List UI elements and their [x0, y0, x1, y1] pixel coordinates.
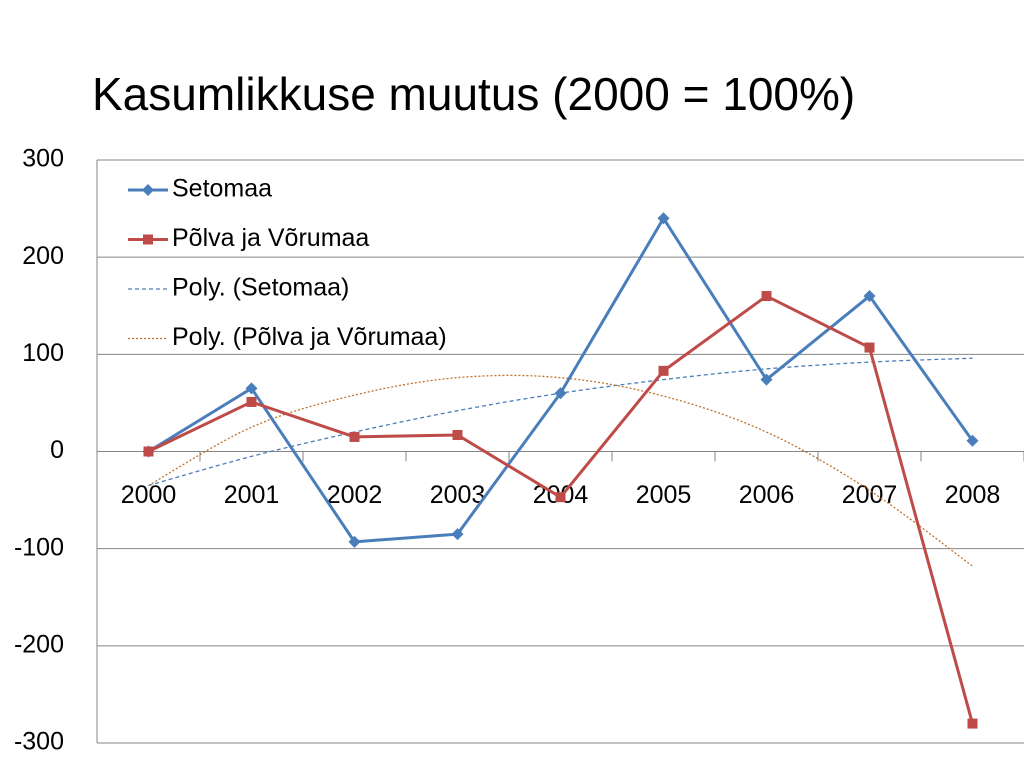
- legend-label: Põlva ja Võrumaa: [172, 224, 369, 252]
- y-tick-label: -100: [14, 533, 64, 561]
- y-tick-label: 200: [22, 242, 64, 270]
- data-point: [245, 382, 258, 395]
- legend-marker: [143, 234, 153, 245]
- y-tick-label: -200: [14, 630, 64, 658]
- y-tick-label: 0: [50, 436, 64, 464]
- x-tick-label: 2002: [327, 481, 383, 509]
- x-tick-label: 2000: [121, 481, 177, 509]
- data-point: [864, 342, 875, 353]
- x-tick-label: 2006: [739, 481, 795, 509]
- data-point: [658, 365, 669, 376]
- data-point: [967, 718, 978, 729]
- data-point: [349, 431, 360, 442]
- legend-label: Poly. (Põlva ja Võrumaa): [172, 323, 447, 351]
- data-point: [452, 429, 463, 440]
- data-point: [348, 535, 361, 548]
- x-tick-label: 2003: [430, 481, 486, 509]
- x-tick-label: 2008: [945, 481, 1001, 509]
- series-line: [147, 294, 974, 724]
- data-point: [554, 387, 567, 400]
- data-point: [863, 290, 876, 303]
- y-tick-label: -300: [14, 728, 64, 756]
- series-line: [148, 357, 973, 487]
- y-tick-label: 100: [22, 339, 64, 367]
- y-tick-label: 300: [22, 145, 64, 173]
- x-tick-label: 2007: [842, 481, 898, 509]
- x-tick-label: 2001: [224, 481, 280, 509]
- data-point: [761, 291, 772, 302]
- x-tick-label: 2005: [636, 481, 692, 509]
- data-point: [451, 528, 464, 541]
- data-point: [555, 492, 566, 503]
- data-point: [760, 373, 773, 386]
- legend-marker: [142, 184, 154, 196]
- series-line: [148, 374, 973, 567]
- data-point: [143, 446, 154, 457]
- data-point: [966, 434, 979, 447]
- legend-label: Setomaa: [172, 175, 272, 203]
- legend-label: Poly. (Setomaa): [172, 274, 349, 302]
- data-point: [657, 212, 670, 225]
- data-point: [246, 396, 257, 407]
- chart-title: Kasumlikkuse muutus (2000 = 100%): [92, 68, 855, 120]
